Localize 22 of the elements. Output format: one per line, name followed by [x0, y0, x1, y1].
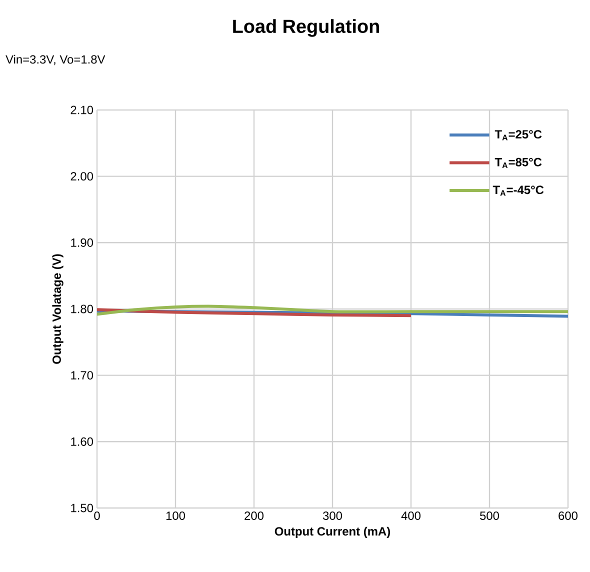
y-tick-label: 1.70: [71, 371, 94, 380]
x-tick-label: 300: [322, 512, 342, 520]
legend-label: T$_{A}$=25°C: [494, 130, 542, 140]
chart-subtitle: Vin=3.3V, Vo=1.8V: [6, 54, 106, 66]
y-axis-title: Output Volatage (V): [52, 254, 64, 364]
x-axis-title: Output Current (mA): [274, 526, 390, 538]
legend-label: T$_{A}$=85°C: [494, 158, 542, 168]
x-tick-label: 100: [166, 512, 186, 520]
line-series: [97, 304, 568, 316]
y-tick-label: 1.60: [71, 437, 94, 446]
x-tick-label: 0: [94, 512, 100, 520]
x-tick-label: 400: [401, 512, 421, 520]
y-tick-label: 1.80: [71, 304, 94, 314]
x-tick-label: 200: [244, 512, 264, 520]
y-tick-label: 2.10: [70, 106, 94, 114]
legend-label: T$_{A}$=-45°C: [492, 186, 544, 196]
y-tick-label: 1.90: [71, 238, 94, 247]
x-tick-label: 500: [480, 512, 500, 520]
x-tick-label: 600: [558, 512, 578, 520]
y-tick-label: 1.50: [71, 504, 94, 512]
y-tick-label: 2.00: [70, 172, 94, 181]
chart-title: Load Regulation: [233, 19, 379, 37]
